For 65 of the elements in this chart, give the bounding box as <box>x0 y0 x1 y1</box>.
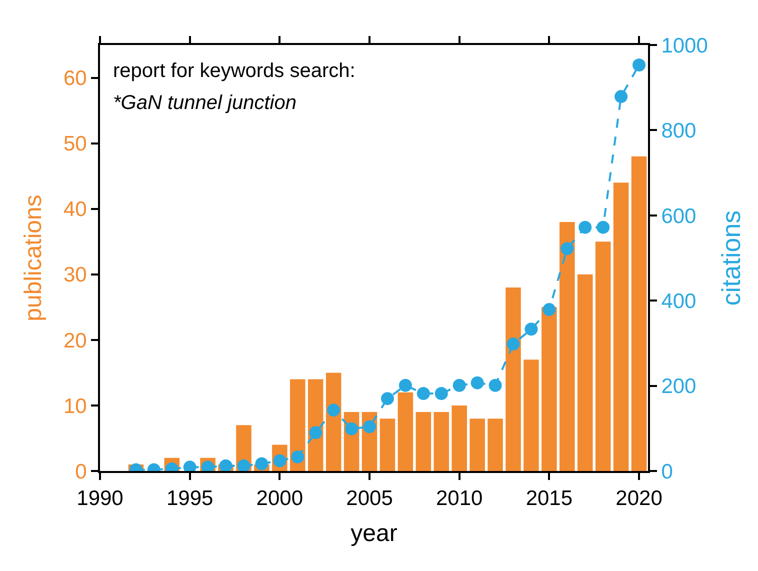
point <box>596 220 610 234</box>
x-tick-label: 2000 <box>256 487 304 510</box>
point <box>291 450 304 464</box>
bar <box>380 418 396 471</box>
point <box>578 220 592 234</box>
point <box>524 322 538 336</box>
x-tick-label: 1990 <box>76 487 124 510</box>
bar <box>434 412 450 471</box>
x-tick-label: 1995 <box>166 487 214 510</box>
bar <box>631 156 647 471</box>
x-tick-label: 2015 <box>526 487 573 510</box>
bar <box>416 412 432 471</box>
y2-tick-label: 600 <box>661 204 696 228</box>
x-tick-label: 2020 <box>616 487 662 510</box>
bar <box>542 307 557 471</box>
point <box>632 58 646 72</box>
point <box>434 386 448 400</box>
point <box>506 338 520 351</box>
point <box>327 404 340 417</box>
y-tick-label: 30 <box>63 264 87 287</box>
point <box>416 386 430 400</box>
point <box>488 378 502 392</box>
y-tick-label: 0 <box>75 460 87 484</box>
bar <box>613 182 629 471</box>
bar <box>524 360 539 471</box>
y2-tick-label: 400 <box>661 290 696 313</box>
annotation: report for keywords search: <box>113 60 356 82</box>
bar <box>577 274 593 471</box>
y-tick-label: 60 <box>63 67 87 90</box>
point <box>237 459 250 471</box>
y2-tick-label: 1000 <box>661 34 708 58</box>
x-tick-label: 2005 <box>346 487 393 510</box>
point <box>363 420 376 434</box>
point <box>614 90 628 104</box>
y-tick-label: 40 <box>63 198 87 222</box>
bar <box>452 405 467 471</box>
point <box>219 459 232 471</box>
point <box>380 392 394 406</box>
point <box>309 426 322 440</box>
y-tick-label: 10 <box>63 394 87 418</box>
bar <box>470 418 485 471</box>
y-tick-label: 20 <box>63 329 87 352</box>
point <box>470 376 484 390</box>
bar <box>560 222 575 471</box>
point <box>345 422 358 436</box>
y2-tick-label: 0 <box>661 460 673 484</box>
bar <box>398 392 414 471</box>
bar <box>506 287 521 471</box>
y2-tick-label: 200 <box>661 375 696 398</box>
bar <box>595 242 611 471</box>
annotation: *GaN tunnel junction <box>113 92 296 114</box>
x-tick-label: 2010 <box>436 487 483 510</box>
point <box>255 457 268 470</box>
y-axis-title: publications <box>20 194 48 322</box>
point <box>560 242 574 256</box>
y-tick-label: 50 <box>63 132 87 156</box>
x-axis-title: year <box>350 520 398 547</box>
point <box>542 303 556 316</box>
point <box>452 378 466 392</box>
point <box>398 378 412 392</box>
bar <box>290 379 306 471</box>
y2-axis-title: citations <box>716 210 746 306</box>
bar <box>326 372 342 471</box>
y2-tick-label: 800 <box>661 120 696 143</box>
bar <box>488 418 503 471</box>
